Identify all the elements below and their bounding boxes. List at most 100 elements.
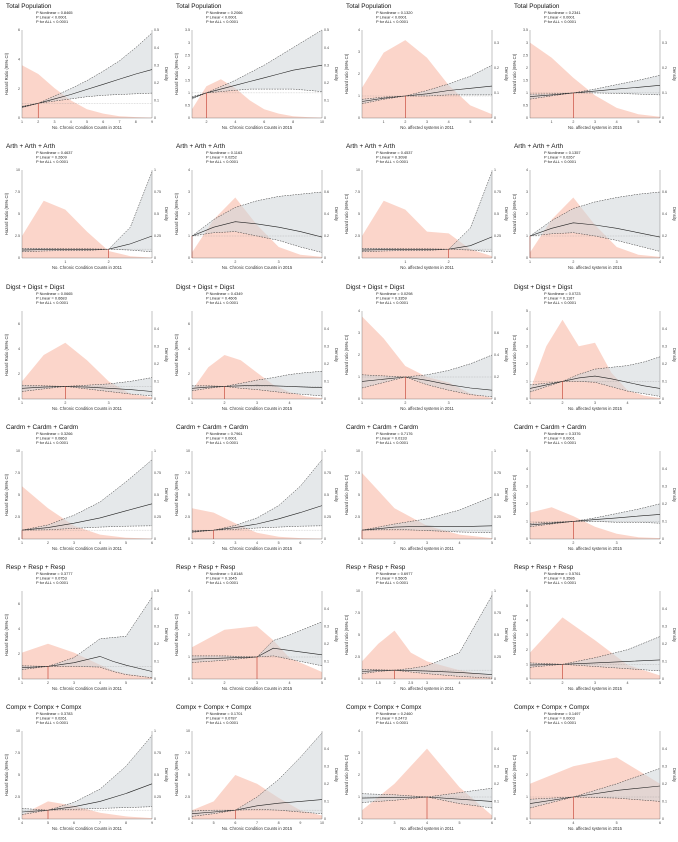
density-area <box>22 200 152 258</box>
y-tick-label: 2 <box>358 773 360 777</box>
density-tick-label: 0.1 <box>324 380 329 384</box>
chart-panel: Arth + Arth + Arth P Nonlinear = 0.1357 P … <box>510 140 678 280</box>
ci-upper-line <box>192 371 323 387</box>
chart-title: Total Population <box>514 3 560 10</box>
chart-panel: Cardm + Cardm + Cardm P Nonlinear = 0.337… <box>510 421 678 561</box>
density-tick-label: 0.75 <box>494 190 501 194</box>
x-axis-label: No. Chronic Condition Counts in 2011 <box>52 265 123 270</box>
y-tick-label: 6 <box>188 322 190 326</box>
y-tick-label: 2.5 <box>185 53 190 57</box>
y-tick-label: 3 <box>188 41 190 45</box>
density-axis-label: Density <box>504 67 509 82</box>
density-tick-label: 0.4 <box>324 212 329 216</box>
density-tick-label: 0 <box>662 817 664 821</box>
stat-label: P Nonlinear = 0.3376 <box>544 431 581 436</box>
density-area <box>192 626 322 679</box>
x-tick-label: 3 <box>616 260 618 264</box>
ci-lower-line <box>21 248 153 253</box>
y-tick-label: 7.5 <box>15 471 20 475</box>
hazard-ratio-line <box>21 783 153 813</box>
x-axis-label: No. affected systems in 2015 <box>568 686 623 691</box>
stat-label: P for ALL < 0.0001 <box>36 440 68 445</box>
stat-label: P Nonlinear = 0.4537 <box>376 150 413 155</box>
x-tick-label: 3 <box>256 681 258 685</box>
stat-label: P Nonlinear = 0.7176 <box>376 431 413 436</box>
ci-upper-line <box>529 636 661 665</box>
stat-label: P Linear = 0.5605 <box>376 576 407 581</box>
y-tick-label: 4 <box>188 347 190 351</box>
y-axis-label: Hazard Ratio (95% CI) <box>174 753 179 796</box>
density-tick-label: 1 <box>154 168 156 172</box>
density-axis-label: Density <box>164 488 169 503</box>
ci-upper-line <box>192 621 323 658</box>
density-tick-label: 0.2 <box>324 81 329 85</box>
chart-panel: Digst + Digst + Digst P Nonlinear = 0.434… <box>172 281 340 421</box>
y-tick-label: 2 <box>526 212 528 216</box>
y-axis-label: Hazard ratio (95% CI) <box>512 474 517 515</box>
density-tick-label: 0.4 <box>662 212 667 216</box>
stat-label: P for ALL < 0.0001 <box>544 720 576 725</box>
density-tick-label: 0.75 <box>154 190 161 194</box>
y-tick-label: 10 <box>186 729 190 733</box>
y-tick-label: 2 <box>188 633 190 637</box>
y-tick-label: 5 <box>358 212 360 216</box>
y-tick-label: 1.5 <box>523 78 528 82</box>
x-tick-label: 5 <box>47 821 49 825</box>
ci-lower-line <box>21 806 153 815</box>
stat-label: P Nonlinear = 0.7961 <box>206 431 243 436</box>
y-axis-label: Hazard ratio (95% CI) <box>344 754 349 795</box>
y-axis-label: Hazard ratio (95% CI) <box>512 334 517 375</box>
y-tick-label: 10 <box>186 449 190 453</box>
stat-label: P for ALL < 0.0001 <box>36 19 68 24</box>
x-tick-label: 3 <box>73 541 75 545</box>
y-tick-label: 0 <box>18 116 20 120</box>
density-tick-label: 0.75 <box>154 471 161 475</box>
stat-label: P Nonlinear = 0.6977 <box>376 571 413 576</box>
y-axis-label: Hazard Ratio (95% CI) <box>4 613 9 656</box>
x-tick-label: 5 <box>659 681 661 685</box>
x-tick-label: 4 <box>491 401 493 405</box>
density-tick-label: 0.1 <box>494 91 499 95</box>
x-tick-label: 8 <box>125 821 127 825</box>
y-axis-label: Hazard Ratio (95% CI) <box>174 192 179 235</box>
y-tick-label: 0 <box>526 256 528 260</box>
density-tick-label: 0.4 <box>662 607 667 611</box>
chart-title: Total Population <box>346 3 392 10</box>
stat-label: P Linear = 0.3586 <box>544 576 575 581</box>
ci-lower-line <box>529 664 661 672</box>
stat-label: P Linear = 0.3359 <box>376 296 407 301</box>
x-tick-label: 4 <box>659 260 661 264</box>
y-tick-label: 2 <box>358 353 360 357</box>
x-tick-label: 3 <box>426 541 428 545</box>
hazard-ratio-line <box>529 222 661 238</box>
y-tick-label: 0 <box>526 397 528 401</box>
density-tick-label: 0.4 <box>324 327 329 331</box>
stat-label: P Linear = 0.0753 <box>36 576 67 581</box>
hazard-ratio-line <box>191 384 323 389</box>
chart-title: Digst + Digst + Digst <box>346 284 404 291</box>
hazard-ratio-line <box>361 525 493 531</box>
density-tick-label: 0.25 <box>494 515 501 519</box>
ci-band <box>362 171 492 252</box>
y-tick-label: 0.5 <box>523 104 528 108</box>
density-tick-label: 0.1 <box>662 520 667 524</box>
y-tick-label: 3.5 <box>523 28 528 32</box>
x-tick-label: 3 <box>448 401 450 405</box>
chart-title: Compx + Compx + Compx <box>176 704 252 711</box>
ci-upper-line <box>529 356 661 386</box>
x-tick-label: 9 <box>151 120 153 124</box>
chart-panel: Digst + Digst + Digst P Nonlinear = 0.029… <box>342 281 510 421</box>
x-axis-label: No. Chronic Condition Counts in 2011 <box>52 546 123 551</box>
stat-label: P Nonlinear = 0.3783 <box>36 711 73 716</box>
x-axis-label: No. affected systems in 2011 <box>400 406 454 411</box>
density-axis-label: Density <box>504 488 509 503</box>
stat-label: P Linear = 0.2473 <box>376 716 407 721</box>
density-tick-label: 0 <box>494 817 496 821</box>
hazard-ratio-line <box>21 69 153 108</box>
x-tick-label: 6 <box>234 821 236 825</box>
y-tick-label: 2 <box>188 372 190 376</box>
stat-label: P Nonlinear = 0.1357 <box>544 150 581 155</box>
x-tick-label: 1 <box>21 401 23 405</box>
chart-title: Total Population <box>6 3 52 10</box>
